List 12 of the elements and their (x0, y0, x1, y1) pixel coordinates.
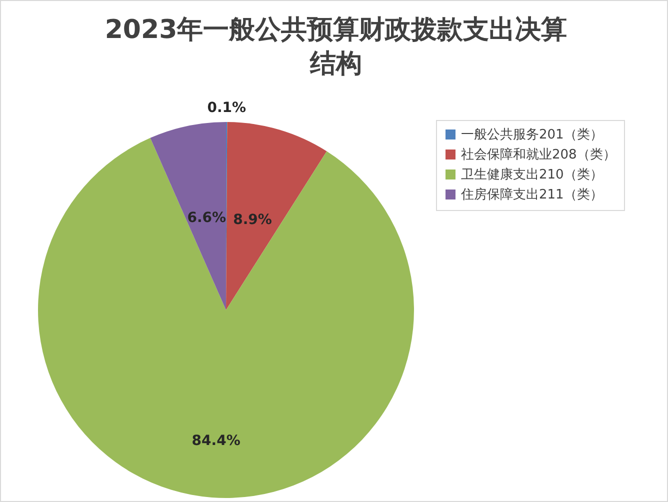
legend-label: 卫生健康支出210（类） (461, 168, 603, 182)
pie-slice (226, 122, 327, 310)
legend-label: 社会保障和就业208（类） (461, 148, 616, 162)
data-label: 6.6% (187, 210, 226, 226)
chart-title: 2023年一般公共预算财政拨款支出决算结构 (104, 14, 568, 81)
legend-label: 一般公共服务201（类） (461, 128, 603, 142)
pie-slice (38, 138, 414, 498)
pie-slice (150, 122, 226, 310)
legend-label: 住房保障支出211（类） (460, 186, 603, 202)
data-label: 8.9% (233, 212, 272, 228)
data-label: 84.4% (192, 433, 240, 450)
data-label: 0.1% (207, 100, 246, 116)
